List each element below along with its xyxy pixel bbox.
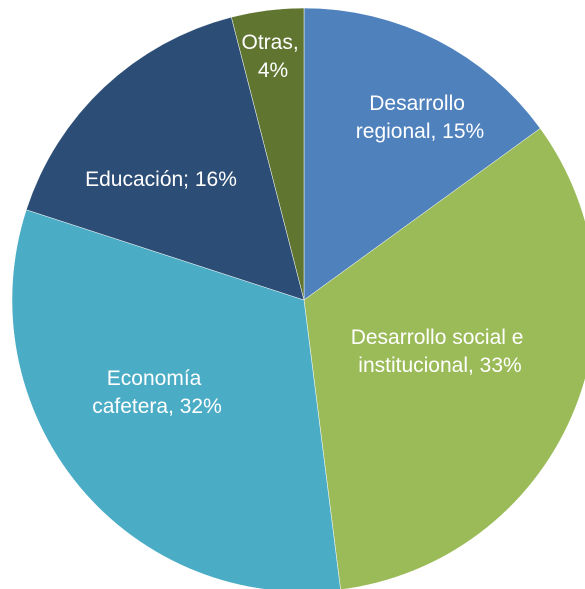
pie-slice: [303, 7, 541, 301]
data-label-line: 4%: [258, 59, 288, 82]
data-label-line: Desarrollo social e: [351, 326, 530, 349]
data-label: Otras, 4%: [241, 31, 304, 82]
pie-slice: [231, 7, 305, 301]
data-label-line: institucional, 33%: [358, 354, 521, 377]
data-label: Desarrollo social e institucional, 33%: [351, 326, 530, 377]
data-label: Educación; 16%: [85, 168, 237, 191]
data-label: Economía cafetera, 32%: [92, 367, 222, 418]
data-label-line: cafetera, 32%: [92, 395, 222, 418]
data-label-line: Otras,: [241, 31, 304, 54]
data-label-line: Economía: [107, 367, 207, 390]
data-label-line: Educación; 16%: [85, 168, 237, 191]
data-label: Desarrollo regional, 15%: [356, 92, 484, 143]
data-label-line: Desarrollo: [369, 92, 471, 115]
pie-slice: [25, 16, 305, 301]
pie-slice: [303, 128, 585, 589]
data-label-line: regional, 15%: [356, 120, 484, 143]
